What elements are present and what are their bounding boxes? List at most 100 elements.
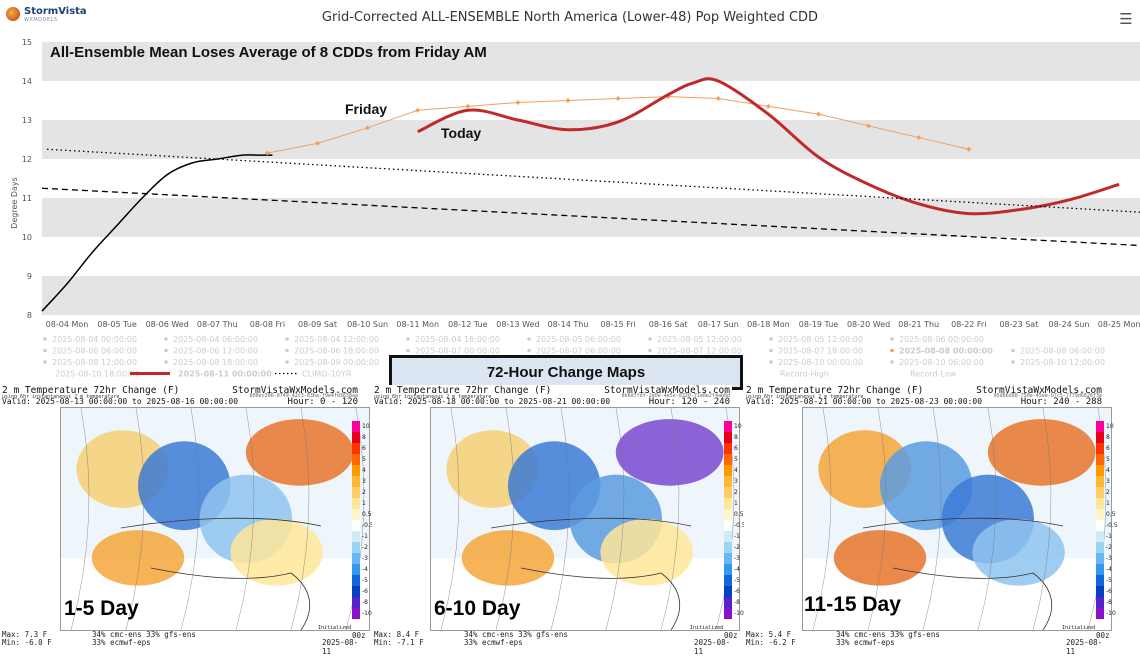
chart-band: [42, 198, 1140, 237]
x-tick-label: 08-15 Fri: [600, 320, 635, 329]
map-anomaly-region: [833, 530, 927, 586]
x-tick-label: 08-13 Wed: [496, 320, 539, 329]
map-1-5-day: 2 m Temperature 72hr Change (F) StormVis…: [0, 385, 374, 656]
map-anomaly-region: [600, 519, 693, 586]
series-marker: [365, 125, 371, 131]
colorbar-swatch: [1096, 421, 1104, 432]
legend-item[interactable]: 2025-08-04 12:00:00: [285, 335, 379, 344]
map-max: Max: 5.4 F: [746, 630, 792, 639]
legend-item[interactable]: 2025-08-11 00:00:00: [130, 370, 272, 379]
series-marker: [315, 140, 320, 146]
x-tick-label: 08-22 Fri: [951, 320, 986, 329]
y-tick-label: 9: [27, 272, 32, 281]
legend-label: 2025-08-08 06:00:00: [1020, 347, 1105, 356]
legend-item[interactable]: 2025-08-04 00:00:00: [43, 335, 137, 344]
map-header: 2 m Temperature 72hr Change (F) StormVis…: [0, 385, 360, 407]
colorbar-label: 5: [362, 456, 366, 463]
map-meridian: [660, 408, 680, 630]
map-date: 2025-08-11: [694, 638, 731, 656]
legend-item[interactable]: 2025-08-08 00:00:00: [890, 347, 993, 356]
series-marker: [816, 111, 821, 117]
map-anomaly-region: [461, 530, 555, 586]
legend-label: 2025-08-04 18:00:00: [415, 335, 500, 344]
x-tick-label: 08-05 Tue: [97, 320, 137, 329]
legend-label: 2025-08-04 00:00:00: [52, 335, 137, 344]
map-border: [490, 517, 692, 529]
legend-item[interactable]: 2025-08-08 18:00:00: [164, 358, 258, 367]
legend-item[interactable]: 2025-08-06 06:00:00: [43, 347, 137, 356]
legend-item[interactable]: 2025-08-09 00:00:00: [285, 358, 379, 367]
colorbar-swatch: [1096, 553, 1104, 564]
colorbar-label: 4: [362, 467, 366, 474]
legend-item[interactable]: 2025-08-04 06:00:00: [164, 335, 258, 344]
map-colorbar: 10 8 6 5 4 3 2 1 0.5 -0.5 -1 -2 -3 -4 -5 -6 -8 -10: [352, 421, 374, 619]
legend-label: Record-High: [780, 370, 829, 379]
map-border: [862, 517, 1064, 529]
colorbar-swatch: [1096, 531, 1104, 542]
x-tick-label: 08-07 Thu: [197, 320, 238, 329]
map-min: Min: -6.2 F: [746, 638, 796, 647]
colorbar-swatch: [352, 454, 360, 465]
series-climo-10yr: [46, 148, 1140, 213]
colorbar-swatch: [352, 476, 360, 487]
map-meridian: [867, 408, 887, 630]
y-axis-label: Degree Days: [10, 177, 19, 229]
colorbar-label: -3: [362, 555, 368, 562]
hamburger-menu-icon[interactable]: ☰: [1119, 10, 1133, 28]
legend-item[interactable]: 2025-08-07 18:00:00: [769, 347, 863, 356]
map-meridian: [1032, 408, 1052, 630]
colorbar-swatch: [724, 509, 732, 520]
legend-item[interactable]: 2025-08-06 00:00:00: [890, 335, 984, 344]
map-valid-range: Valid: 2025-08-21 00:00:00 to 2025-08-23…: [746, 397, 983, 406]
colorbar-swatch: [724, 498, 732, 509]
colorbar-label: 8: [1106, 434, 1110, 441]
legend-item[interactable]: Record-High: [780, 370, 829, 379]
colorbar-label: 2: [734, 489, 738, 496]
legend-item[interactable]: 2025-08-10 12:00:00: [1011, 358, 1105, 367]
colorbar-label: 2: [1106, 489, 1110, 496]
colorbar-label: -1: [362, 533, 368, 540]
legend-item[interactable]: Record-Low: [910, 370, 957, 379]
legend-label: 2025-08-06 00:00:00: [899, 335, 984, 344]
legend-item[interactable]: 2025-08-04 18:00:00: [406, 335, 500, 344]
map-date: 2025-08-11: [1066, 638, 1103, 656]
legend-item[interactable]: 2025-08-06 12:00:00: [164, 347, 258, 356]
map-init-label: Initialized: [318, 625, 352, 631]
colorbar-swatch: [352, 498, 360, 509]
legend-item[interactable]: 2025-08-08 06:00:00: [1011, 347, 1105, 356]
legend-item[interactable]: 2025-08-10 06:00:00: [890, 358, 984, 367]
map-weights: 34% cmc-ens 33% gfs-ens: [836, 630, 940, 639]
colorbar-label: -5: [1106, 577, 1112, 584]
colorbar-label: -6: [362, 588, 368, 595]
legend-item[interactable]: 2025-08-07 06:00:00: [527, 347, 621, 356]
series-marker: [765, 103, 771, 109]
colorbar-swatch: [1096, 520, 1104, 531]
colorbar-swatch: [352, 575, 360, 586]
map-title: 2 m Temperature 72hr Change (F): [2, 385, 180, 396]
colorbar-swatch: [724, 608, 732, 619]
chart-band: [42, 42, 1140, 81]
legend-item[interactable]: 2025-08-07 12:00:00: [648, 347, 742, 356]
colorbar-swatch: [352, 586, 360, 597]
y-tick-label: 14: [22, 77, 32, 86]
legend-item[interactable]: 2025-08-10 00:00:00: [769, 358, 863, 367]
legend-item[interactable]: 2025-08-08 12:00:00: [43, 358, 137, 367]
map-meridian: [440, 408, 460, 630]
map-graphic: [61, 408, 369, 630]
friday-annotation: Friday: [345, 101, 387, 117]
x-tick-label: 08-10 Sun: [347, 320, 388, 329]
brand-subtitle: WXMODELS: [24, 17, 58, 23]
legend-item[interactable]: 2025-08-06 18:00:00: [285, 347, 379, 356]
map-min: Min: -7.1 F: [374, 638, 424, 647]
colorbar-swatch: [724, 454, 732, 465]
map-hash: 95d66d08-750e-45ee-b7c5-7f79d6826f3e: [993, 393, 1102, 399]
colorbar-swatch: [724, 564, 732, 575]
legend-item[interactable]: CLIMO-10YR: [275, 370, 352, 379]
legend-item[interactable]: 2025-08-05 12:00:00: [648, 335, 742, 344]
legend-item[interactable]: 2025-08-10 18:00:00: [55, 370, 140, 379]
y-tick-label: 8: [27, 311, 32, 320]
legend-item[interactable]: 2025-08-05 12:00:00: [769, 335, 863, 344]
colorbar-swatch: [1096, 564, 1104, 575]
legend-item[interactable]: 2025-08-05 06:00:00: [527, 335, 621, 344]
legend-item[interactable]: 2025-08-07 00:00:00: [406, 347, 500, 356]
